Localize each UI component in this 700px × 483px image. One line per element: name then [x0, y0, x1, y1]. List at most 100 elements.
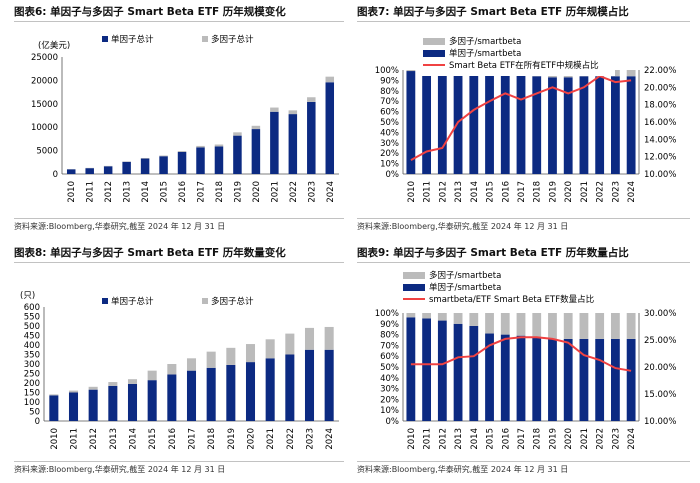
x-tick-label: 2022 [286, 428, 296, 450]
legend-swatch [102, 36, 108, 42]
bar-multi-factor [186, 358, 197, 371]
y-tick-label-left: 90% [380, 320, 399, 330]
y-tick-label-left: 40% [380, 374, 399, 384]
bar-single-factor-share [500, 74, 510, 174]
x-tick-label: 2022 [289, 181, 299, 203]
y-tick-label-left: 80% [380, 87, 399, 97]
x-tick-label: 2012 [89, 428, 99, 450]
y-tick-label: 0 [35, 417, 40, 427]
y-tick-label-left: 100% [375, 66, 399, 76]
x-tick-label: 2011 [423, 181, 433, 203]
x-tick-label: 2010 [50, 428, 60, 450]
x-tick-label: 2010 [67, 181, 77, 203]
x-tick-label: 2019 [548, 428, 558, 450]
bar-single-factor-share [516, 75, 526, 174]
bar-multi-factor-share [563, 313, 573, 339]
y-tick-label-left: 90% [380, 76, 399, 86]
x-tick-label: 2019 [233, 181, 243, 203]
source-divider [357, 218, 690, 219]
x-tick-label: 2020 [564, 428, 574, 450]
y-tick-label: 500 [24, 322, 40, 332]
bar-single-factor-share [579, 76, 589, 174]
chart-title: 图表6: 单因子与多因子 Smart Beta ETF 历年规模变化 [14, 6, 286, 18]
bar-multi-factor [214, 144, 224, 147]
bar-single-factor [88, 389, 98, 421]
bar-single-factor [66, 169, 76, 174]
x-tick-label: 2015 [160, 181, 170, 203]
y-tick-label-left: 30% [380, 385, 399, 395]
y-tick-label-right: 20.00% [644, 363, 676, 373]
y-axis-unit: (只) [20, 291, 35, 301]
x-tick-label: 2017 [517, 428, 527, 450]
y-tick-label-left: 20% [380, 395, 399, 405]
y-tick-label-right: 12.00% [644, 153, 676, 163]
bar-single-factor [108, 385, 118, 421]
x-tick-label: 2016 [168, 428, 178, 450]
bar-single-factor [233, 135, 242, 174]
y-tick-label-left: 10% [380, 160, 399, 170]
bar-single-factor-share [437, 320, 447, 421]
chart-scale-change: (亿美元) 0 5000 10000 15000 20000 25000 2010 2011 20… [31, 34, 339, 203]
bar-single-factor [324, 349, 334, 421]
bar-single-factor [68, 392, 79, 421]
bar-multi-factor [270, 107, 279, 112]
y-tick-label: 20000 [31, 76, 58, 86]
x-tick-label: 2022 [596, 428, 606, 450]
x-tick-label: 2021 [266, 428, 276, 450]
y-tick-label: 15000 [31, 100, 58, 110]
bar-single-factor [49, 395, 59, 421]
bar-single-factor [304, 349, 315, 421]
y-tick-label: 100 [24, 398, 40, 408]
bar-multi-factor-share [548, 313, 557, 339]
y-tick-label: 250 [24, 370, 40, 380]
bar-multi-factor-share [437, 313, 447, 321]
x-tick-label: 2024 [325, 428, 335, 450]
bar-multi-factor-share [595, 313, 605, 339]
x-tick-label: 2012 [438, 428, 448, 450]
legend-swatch [202, 298, 208, 304]
bar-multi-factor [159, 155, 168, 157]
title-divider [14, 21, 344, 22]
bar-single-factor [226, 364, 236, 421]
bar-multi-factor [251, 125, 261, 130]
y-tick-label-left: 30% [380, 139, 399, 149]
x-tick-label: 2023 [307, 181, 317, 203]
legend-box [399, 270, 621, 310]
chart-count-share: 0%10%20%30%40%50%60%70%80%90%100% 10.00% 1… [375, 270, 676, 450]
x-tick-label: 2014 [470, 181, 480, 203]
bar-multi-factor-share [485, 313, 494, 334]
bar-single-factor [140, 158, 150, 174]
bar-single-factor-share [516, 335, 526, 421]
bar-single-factor-share [579, 338, 589, 421]
x-tick-label: 2013 [454, 428, 464, 450]
y-tick-label-right: 25.00% [644, 336, 676, 346]
bar-single-factor [159, 156, 168, 174]
source-note: 资料来源:Bloomberg,华泰研究,截至 2024 年 12 月 31 日 [14, 465, 226, 474]
bar-multi-factor-share [610, 70, 620, 77]
chart-title: 图表9: 单因子与多因子 Smart Beta ETF 历年数量占比 [357, 247, 629, 259]
x-tick-label: 2024 [627, 181, 637, 203]
y-tick-label: 5000 [36, 147, 58, 157]
y-tick-label-left: 10% [380, 406, 399, 416]
ratio-line [410, 74, 632, 161]
x-tick-label: 2013 [123, 181, 133, 203]
bar-multi-factor-share [579, 313, 589, 339]
bar-multi-factor-share [453, 313, 463, 324]
y-tick-label-left: 60% [380, 352, 399, 362]
x-tick-label: 2017 [517, 181, 527, 203]
bar-multi-factor [108, 382, 118, 386]
legend-label: 单因子/smartbeta [449, 48, 521, 59]
legend-label: 多因子总计 [211, 34, 254, 45]
bar-single-factor [147, 380, 157, 421]
bar-single-factor-share [610, 338, 620, 421]
bar-single-factor-share [610, 76, 620, 174]
legend-box [419, 36, 615, 76]
bar-single-factor [122, 161, 131, 174]
x-tick-label: 2011 [423, 428, 433, 450]
x-tick-label: 2010 [407, 181, 417, 203]
x-tick-label: 2012 [104, 181, 114, 203]
bar-single-factor-share [626, 76, 636, 174]
bar-multi-factor-share [516, 313, 526, 336]
bar-single-factor-share [422, 71, 432, 174]
y-tick-label: 400 [24, 341, 40, 351]
